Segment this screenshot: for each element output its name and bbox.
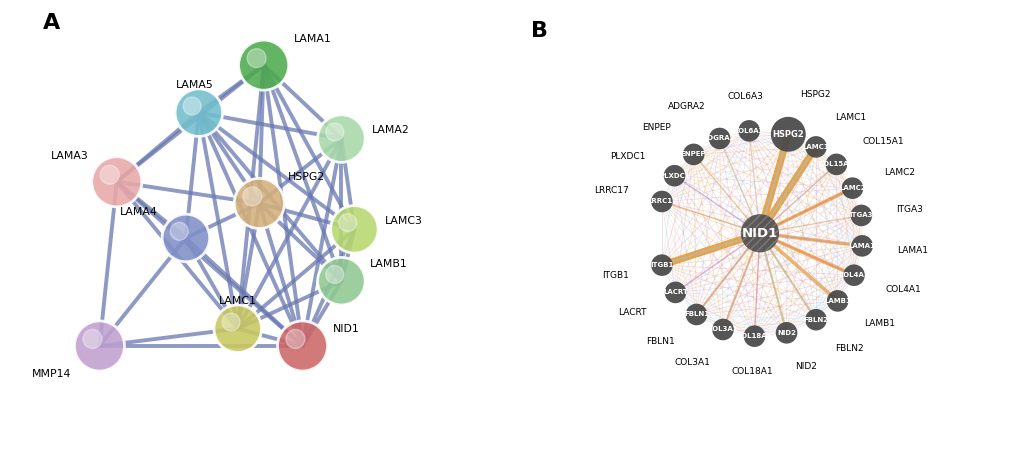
Text: HSPG2: HSPG2: [771, 130, 803, 139]
Text: MMP14: MMP14: [32, 369, 71, 379]
Text: LAMB1: LAMB1: [823, 298, 850, 304]
Text: FBLN2: FBLN2: [803, 317, 827, 323]
Circle shape: [317, 115, 365, 162]
Circle shape: [850, 205, 871, 226]
Text: COL6A3: COL6A3: [733, 128, 763, 134]
Text: COL3A1: COL3A1: [674, 358, 710, 367]
Circle shape: [238, 40, 288, 90]
Text: LAMA3: LAMA3: [51, 151, 89, 161]
Text: ENPEP: ENPEP: [642, 123, 671, 132]
Text: ITGB1: ITGB1: [601, 271, 628, 280]
Text: LACRT: LACRT: [662, 289, 687, 295]
Text: LACRT: LACRT: [618, 308, 646, 317]
Text: ADGRA2: ADGRA2: [703, 135, 735, 141]
Text: LAMC3: LAMC3: [384, 216, 422, 226]
Text: NID1: NID1: [741, 227, 777, 240]
Circle shape: [682, 144, 704, 165]
Text: NID1: NID1: [332, 324, 359, 334]
Circle shape: [841, 177, 862, 199]
Text: COL6A3: COL6A3: [727, 92, 762, 101]
Circle shape: [100, 165, 119, 184]
Text: FBLN1: FBLN1: [684, 311, 708, 318]
Text: LAMB1: LAMB1: [369, 259, 407, 269]
Circle shape: [330, 206, 378, 253]
Text: LAMC1: LAMC1: [802, 144, 828, 150]
Text: ITGA3: ITGA3: [895, 205, 921, 214]
Circle shape: [183, 97, 201, 115]
Circle shape: [234, 178, 284, 229]
Circle shape: [74, 321, 124, 371]
Circle shape: [162, 214, 210, 262]
Text: PLXDC1: PLXDC1: [658, 173, 689, 179]
Circle shape: [325, 123, 343, 141]
Text: LAMA4: LAMA4: [120, 207, 158, 217]
Text: LAMC2: LAMC2: [883, 168, 914, 177]
Text: A: A: [43, 14, 60, 33]
Circle shape: [711, 319, 733, 340]
Text: LRRC17: LRRC17: [593, 186, 628, 195]
Circle shape: [708, 128, 730, 149]
Circle shape: [92, 157, 142, 207]
Circle shape: [824, 153, 847, 175]
Text: LAMA5: LAMA5: [175, 80, 213, 90]
Circle shape: [826, 290, 848, 312]
Circle shape: [650, 191, 673, 212]
Text: B: B: [530, 21, 547, 40]
Circle shape: [222, 313, 239, 331]
Text: NID2: NID2: [795, 362, 816, 371]
Circle shape: [83, 329, 102, 348]
Text: LAMA1: LAMA1: [293, 34, 331, 44]
Circle shape: [650, 254, 673, 276]
Circle shape: [325, 266, 343, 284]
Circle shape: [770, 117, 805, 152]
Circle shape: [663, 165, 685, 186]
Circle shape: [775, 322, 797, 344]
Circle shape: [664, 282, 686, 303]
Text: LRRC17: LRRC17: [646, 198, 677, 204]
Text: COL3A1: COL3A1: [707, 327, 738, 333]
Text: PLXDC1: PLXDC1: [609, 152, 645, 161]
Circle shape: [170, 222, 189, 240]
Circle shape: [247, 49, 266, 68]
Text: FBLN1: FBLN1: [646, 338, 675, 346]
Circle shape: [843, 265, 864, 286]
Text: FBLN2: FBLN2: [835, 344, 863, 353]
Circle shape: [317, 257, 365, 305]
Text: ADGRA2: ADGRA2: [667, 102, 705, 111]
Text: ITGA3: ITGA3: [849, 212, 872, 218]
Circle shape: [804, 309, 826, 330]
Text: COL15A1: COL15A1: [861, 136, 903, 145]
Text: COL4A1: COL4A1: [886, 285, 921, 294]
Text: NID2: NID2: [776, 330, 795, 336]
Circle shape: [214, 305, 261, 352]
Text: COL18A1: COL18A1: [732, 367, 772, 376]
Text: ENPEP: ENPEP: [681, 151, 706, 158]
Text: COL4A1: COL4A1: [838, 272, 868, 278]
Text: LAMC1: LAMC1: [218, 296, 257, 306]
Text: LAMA1: LAMA1: [848, 243, 874, 249]
Text: LAMB1: LAMB1: [863, 320, 894, 328]
Circle shape: [851, 235, 872, 256]
Circle shape: [804, 136, 826, 158]
Circle shape: [338, 214, 357, 232]
Text: COL18A1: COL18A1: [736, 333, 771, 339]
Text: HSPG2: HSPG2: [799, 90, 829, 99]
Text: LAMA2: LAMA2: [371, 125, 409, 135]
Text: LAMA1: LAMA1: [896, 246, 927, 255]
Text: LAMC1: LAMC1: [835, 113, 865, 122]
Text: ITGB1: ITGB1: [649, 262, 673, 268]
Circle shape: [685, 304, 706, 325]
Text: COL15A1: COL15A1: [818, 162, 853, 167]
Circle shape: [175, 89, 222, 136]
Text: HSPG2: HSPG2: [287, 172, 324, 183]
Text: LAMC2: LAMC2: [839, 185, 865, 191]
Circle shape: [743, 325, 764, 347]
Circle shape: [738, 120, 759, 142]
Circle shape: [277, 321, 327, 371]
Circle shape: [285, 329, 305, 348]
Circle shape: [740, 214, 779, 252]
Circle shape: [243, 187, 262, 206]
